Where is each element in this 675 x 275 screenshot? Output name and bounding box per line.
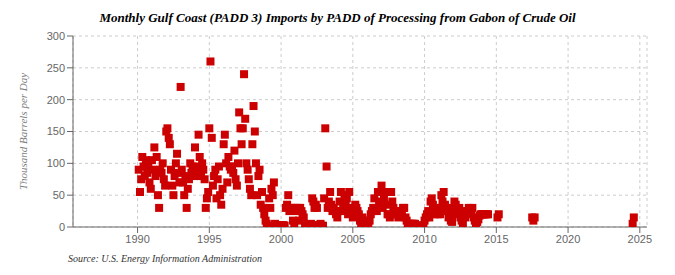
svg-text:Thousand Barrels per Day: Thousand Barrels per Day (17, 73, 29, 190)
svg-text:100: 100 (47, 157, 65, 169)
html-text:Monthly Gulf Coast (PADD 3) Im: Monthly Gulf Coast (PADD 3) Imports by P… (99, 10, 576, 25)
svg-text:0: 0 (59, 221, 65, 233)
html-text:Source: U.S. Energy Informatio: Source: U.S. Energy Information Administ… (68, 253, 263, 264)
svg-text:300: 300 (47, 30, 65, 42)
svg-text:1990: 1990 (125, 233, 149, 245)
svg-text:2020: 2020 (556, 233, 580, 245)
svg-text:1995: 1995 (197, 233, 221, 245)
svg-text:2005: 2005 (341, 233, 365, 245)
svg-text:250: 250 (47, 62, 65, 74)
svg-text:2025: 2025 (628, 233, 652, 245)
svg-text:200: 200 (47, 94, 65, 106)
svg-text:2010: 2010 (412, 233, 436, 245)
svg-text:150: 150 (47, 125, 65, 137)
svg-text:50: 50 (53, 189, 65, 201)
svg-text:2015: 2015 (484, 233, 508, 245)
svg-text:2000: 2000 (269, 233, 293, 245)
